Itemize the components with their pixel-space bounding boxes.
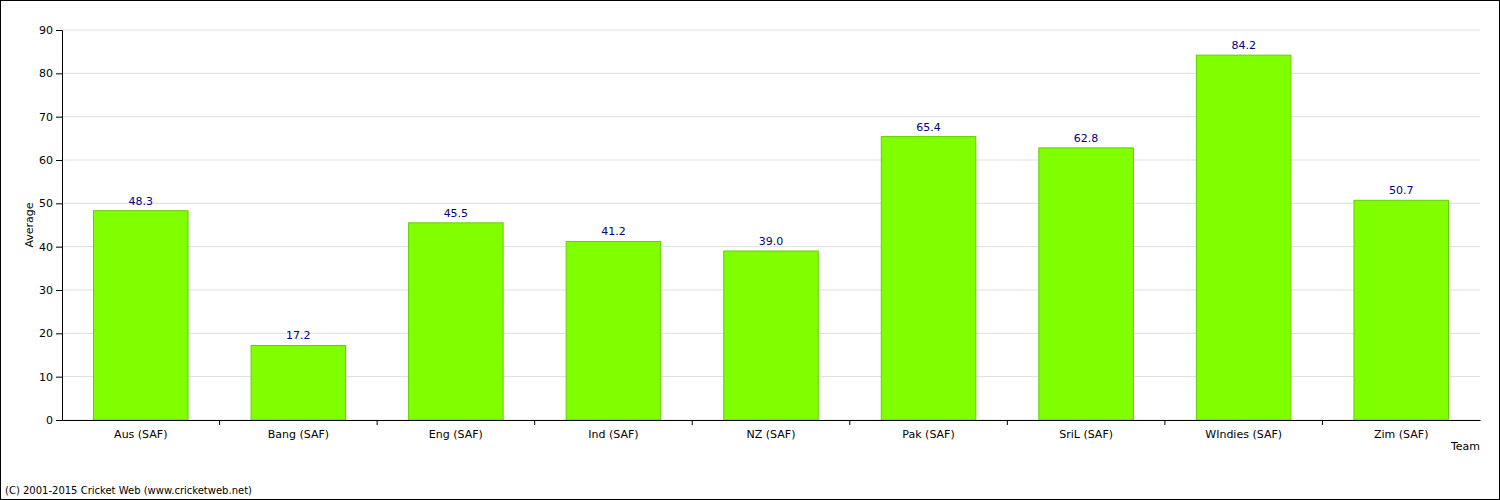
data-label: 17.2 xyxy=(286,329,311,342)
x-tick: Eng (SAF) xyxy=(429,420,483,441)
x-tick: Aus (SAF) xyxy=(114,420,167,441)
x-tick: Ind (SAF) xyxy=(588,420,638,441)
data-label: 41.2 xyxy=(601,225,626,238)
x-axis-title: Team xyxy=(1450,440,1480,453)
grid xyxy=(62,30,1480,420)
bar xyxy=(409,223,504,420)
x-tick: NZ (SAF) xyxy=(747,420,796,441)
y-tick-label: 90 xyxy=(39,24,53,37)
y-tick-label: 40 xyxy=(39,241,53,254)
data-label: 39.0 xyxy=(759,235,784,248)
data-label: 84.2 xyxy=(1231,39,1256,52)
y-tick-label: 60 xyxy=(39,154,53,167)
data-labels: 48.3 17.2 45.5 41.2 39.0 65.4 62.8 84.2 50.7 xyxy=(129,39,1414,342)
data-label: 62.8 xyxy=(1074,132,1099,145)
y-tick-label: 50 xyxy=(39,197,53,210)
y-tick: 90 xyxy=(39,24,62,37)
data-label: 45.5 xyxy=(444,207,469,220)
y-tick-mark xyxy=(56,73,62,74)
data-label: 50.7 xyxy=(1389,184,1414,197)
y-tick-mark xyxy=(56,203,62,204)
bar xyxy=(1039,148,1134,420)
x-tick: Zim (SAF) xyxy=(1374,420,1428,441)
grid-line xyxy=(62,30,1480,31)
y-tick-mark xyxy=(56,377,62,378)
bar xyxy=(881,137,976,420)
y-tick-mark xyxy=(56,333,62,334)
x-axis-line xyxy=(63,420,1481,421)
x-tick-label: Ind (SAF) xyxy=(588,428,638,441)
x-divider xyxy=(1322,420,1323,425)
y-tick-mark xyxy=(56,290,62,291)
y-tick-mark xyxy=(56,247,62,248)
y-tick-mark xyxy=(56,160,62,161)
x-tick-label: WIndies (SAF) xyxy=(1205,428,1282,441)
bar xyxy=(1354,200,1449,420)
y-tick: 70 xyxy=(39,111,62,124)
x-divider xyxy=(692,420,693,425)
y-tick: 10 xyxy=(39,371,62,384)
y-tick-label: 80 xyxy=(39,67,53,80)
y-tick-mark xyxy=(56,420,62,421)
x-divider xyxy=(377,420,378,425)
y-tick-label: 70 xyxy=(39,111,53,124)
y-tick: 0 xyxy=(46,414,62,427)
y-tick: 20 xyxy=(39,327,62,340)
y-tick: 80 xyxy=(39,67,62,80)
annotations: (C) 2001-2015 Cricket Web (www.cricketwe… xyxy=(5,485,252,496)
x-tick: SriL (SAF) xyxy=(1059,420,1113,441)
y-tick-mark xyxy=(56,117,62,118)
frame xyxy=(1,1,1500,500)
plot: 48.3 17.2 45.5 41.2 39.0 65.4 62.8 84.2 50.7 0 10 2… xyxy=(39,24,1481,441)
x-tick-label: Eng (SAF) xyxy=(429,428,483,441)
x-axis: Aus (SAF) Bang (SAF) Eng (SAF) Ind (SAF) NZ … xyxy=(63,420,1481,441)
x-tick: WIndies (SAF) xyxy=(1205,420,1282,441)
x-tick: Pak (SAF) xyxy=(902,420,954,441)
x-divider xyxy=(219,420,220,425)
bar xyxy=(724,251,819,420)
y-axis: 0 10 20 30 40 50 60 70 80 90 xyxy=(39,24,63,427)
x-tick-label: Pak (SAF) xyxy=(902,428,954,441)
bars xyxy=(94,55,1449,420)
data-label: 65.4 xyxy=(916,121,941,134)
x-tick-label: Aus (SAF) xyxy=(114,428,167,441)
y-tick-label: 0 xyxy=(46,414,53,427)
y-axis-line xyxy=(56,31,63,421)
chart: 48.3 17.2 45.5 41.2 39.0 65.4 62.8 84.2 50.7 0 10 2… xyxy=(0,0,1500,500)
x-divider xyxy=(849,420,850,425)
bar xyxy=(1196,55,1291,420)
x-divider xyxy=(1164,420,1165,425)
x-divider xyxy=(1007,420,1008,425)
x-tick-label: NZ (SAF) xyxy=(747,428,796,441)
bar xyxy=(566,241,661,420)
y-tick-label: 20 xyxy=(39,327,53,340)
x-tick-label: Zim (SAF) xyxy=(1374,428,1428,441)
y-tick-label: 30 xyxy=(39,284,53,297)
y-tick: 40 xyxy=(39,241,62,254)
data-label: 48.3 xyxy=(129,195,154,208)
bar xyxy=(251,345,346,420)
x-divider xyxy=(534,420,535,425)
x-dividers xyxy=(220,420,1323,425)
annotation: (C) 2001-2015 Cricket Web (www.cricketwe… xyxy=(5,485,252,496)
y-tick-mark xyxy=(56,30,62,31)
x-tick-label: Bang (SAF) xyxy=(268,428,329,441)
y-tick: 50 xyxy=(39,197,62,210)
x-tick: Bang (SAF) xyxy=(268,420,329,441)
y-tick: 30 xyxy=(39,284,62,297)
bar xyxy=(94,211,189,420)
y-tick-label: 10 xyxy=(39,371,53,384)
y-tick: 60 xyxy=(39,154,62,167)
y-axis-title: Average xyxy=(23,202,36,247)
x-tick-label: SriL (SAF) xyxy=(1059,428,1113,441)
